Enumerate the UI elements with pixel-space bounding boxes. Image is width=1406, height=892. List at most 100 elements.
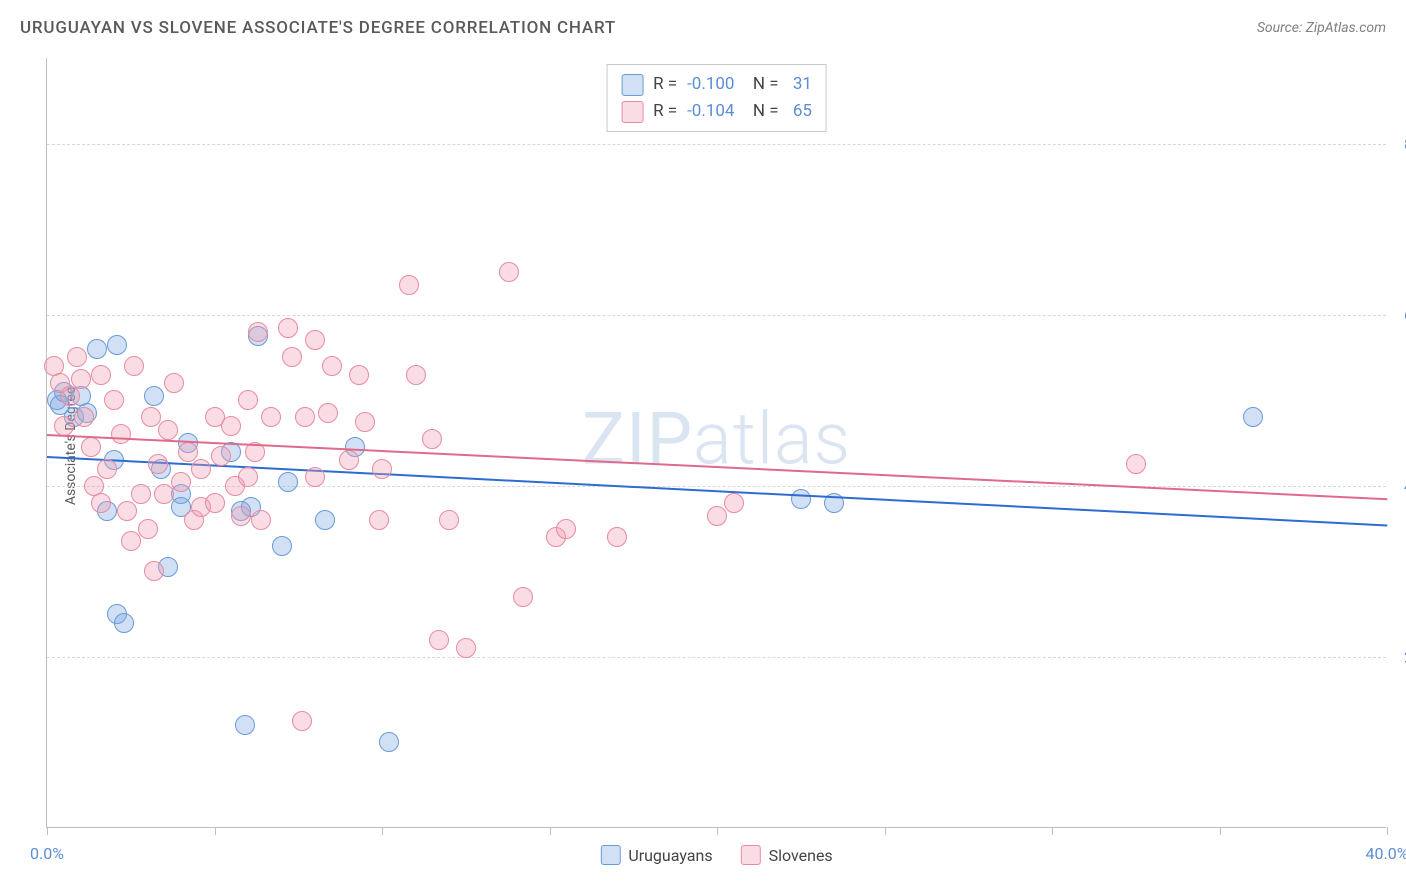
data-point	[369, 510, 389, 530]
x-tick	[885, 827, 886, 835]
x-tick	[550, 827, 551, 835]
data-point	[74, 407, 94, 427]
data-point	[81, 437, 101, 457]
data-point	[278, 472, 298, 492]
data-point	[513, 587, 533, 607]
data-point	[178, 442, 198, 462]
data-point	[171, 472, 191, 492]
gridline	[47, 657, 1386, 658]
data-point	[205, 493, 225, 513]
data-point	[148, 454, 168, 474]
gridline	[47, 144, 1386, 145]
x-tick	[717, 827, 718, 835]
data-point	[305, 330, 325, 350]
data-point	[97, 459, 117, 479]
x-tick	[47, 827, 48, 835]
data-point	[248, 322, 268, 342]
data-point	[107, 335, 127, 355]
data-point	[221, 416, 241, 436]
data-point	[54, 416, 74, 436]
data-point	[315, 510, 335, 530]
legend-item: Slovenes	[741, 845, 833, 865]
x-tick	[1387, 827, 1388, 835]
data-point	[399, 275, 419, 295]
data-point	[238, 390, 258, 410]
legend-swatch	[621, 101, 643, 123]
data-point	[607, 527, 627, 547]
data-point	[272, 536, 292, 556]
data-point	[791, 489, 811, 509]
data-point	[211, 446, 231, 466]
data-point	[104, 390, 124, 410]
legend-swatch	[600, 845, 620, 865]
data-point	[191, 459, 211, 479]
data-point	[278, 318, 298, 338]
x-tick	[215, 827, 216, 835]
data-point	[339, 450, 359, 470]
data-point	[429, 630, 449, 650]
legend-swatch	[621, 74, 643, 96]
data-point	[261, 407, 281, 427]
data-point	[322, 356, 342, 376]
data-point	[406, 365, 426, 385]
data-point	[131, 484, 151, 504]
x-tick	[382, 827, 383, 835]
legend-row: R = -0.100 N = 31	[621, 71, 812, 98]
x-tick-label: 0.0%	[30, 844, 64, 863]
data-point	[67, 347, 87, 367]
data-point	[121, 531, 141, 551]
data-point	[117, 501, 137, 521]
data-point	[372, 459, 392, 479]
data-point	[556, 519, 576, 539]
data-point	[251, 510, 271, 530]
data-point	[91, 365, 111, 385]
legend-label: Slovenes	[769, 846, 833, 865]
data-point	[318, 403, 338, 423]
legend-item: Uruguayans	[600, 845, 712, 865]
gridline	[47, 315, 1386, 316]
data-point	[231, 506, 251, 526]
correlation-legend: R = -0.100 N = 31R = -0.104 N = 65	[606, 64, 827, 132]
data-point	[154, 484, 174, 504]
data-point	[292, 711, 312, 731]
data-point	[422, 429, 442, 449]
x-tick	[1052, 827, 1053, 835]
x-tick-label: 40.0%	[1366, 844, 1406, 863]
source-label: Source: ZipAtlas.com	[1257, 20, 1386, 36]
legend-swatch	[741, 845, 761, 865]
y-tick-label: 60.0%	[1392, 305, 1406, 324]
data-point	[1243, 407, 1263, 427]
chart-title: URUGUAYAN VS SLOVENE ASSOCIATE'S DEGREE …	[20, 18, 616, 38]
data-point	[114, 613, 134, 633]
data-point	[1126, 454, 1146, 474]
x-tick	[1220, 827, 1221, 835]
data-point	[71, 369, 91, 389]
data-point	[164, 373, 184, 393]
legend-label: Uruguayans	[628, 846, 712, 865]
y-tick-label: 80.0%	[1392, 134, 1406, 153]
data-point	[138, 519, 158, 539]
data-point	[235, 715, 255, 735]
scatter-chart: ZIPatlas 20.0%40.0%60.0%80.0%0.0%40.0%R …	[46, 58, 1386, 828]
y-tick-label: 40.0%	[1392, 476, 1406, 495]
data-point	[379, 732, 399, 752]
y-tick-label: 20.0%	[1392, 647, 1406, 666]
data-point	[124, 356, 144, 376]
data-point	[456, 638, 476, 658]
data-point	[724, 493, 744, 513]
data-point	[111, 424, 131, 444]
data-point	[355, 412, 375, 432]
data-point	[439, 510, 459, 530]
data-point	[282, 347, 302, 367]
data-point	[349, 365, 369, 385]
data-point	[60, 386, 80, 406]
data-point	[305, 467, 325, 487]
data-point	[707, 506, 727, 526]
data-point	[144, 386, 164, 406]
data-point	[295, 407, 315, 427]
data-point	[158, 420, 178, 440]
data-point	[144, 561, 164, 581]
data-point	[91, 493, 111, 513]
data-point	[87, 339, 107, 359]
legend-row: R = -0.104 N = 65	[621, 98, 812, 125]
